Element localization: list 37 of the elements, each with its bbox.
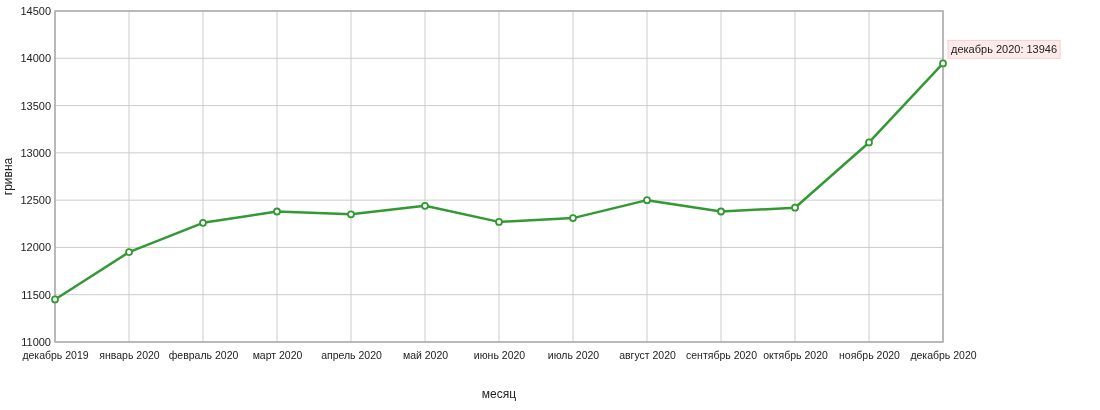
y-tick-label: 13000 [20, 146, 51, 159]
point [495, 218, 503, 226]
y-axis-title: гривна [1, 157, 15, 196]
x-tick-label: январь 2020 [99, 349, 160, 362]
point [643, 196, 651, 205]
point [51, 295, 59, 304]
x-tick-label: апрель 2020 [321, 349, 383, 362]
x-tick-label: март 2020 [252, 349, 303, 362]
x-tick-label: август 2020 [619, 349, 677, 362]
y-tick-label: 11000 [21, 336, 51, 349]
x-tick-label: февраль 2020 [168, 349, 239, 362]
point [865, 138, 873, 147]
point [273, 207, 281, 216]
point [791, 203, 799, 212]
x-tick-label: сентябрь 2020 [686, 349, 758, 362]
annotation: декабрь 2020: 13946 [951, 43, 1058, 56]
y-tick-label: 12500 [20, 194, 51, 207]
x-tick-label: декабрь 2020 [910, 349, 977, 362]
y-tick-label: 14500 [20, 5, 51, 18]
x-tick-label: октябрь 2020 [763, 349, 828, 362]
x-tick-label: май 2020 [402, 349, 449, 362]
point [569, 214, 577, 222]
point [347, 210, 355, 219]
point [939, 59, 947, 68]
x-tick-label: июнь 2020 [473, 349, 526, 362]
x-axis-title: месяц [481, 387, 517, 401]
point [421, 201, 429, 210]
x-tick-label: июль 2020 [547, 349, 600, 362]
point [125, 248, 133, 257]
y-tick-label: 12000 [20, 241, 51, 254]
y-tick-label: 11500 [21, 288, 51, 301]
point [717, 207, 725, 216]
y-tick-label: 13500 [20, 99, 51, 112]
point [199, 218, 207, 227]
x-tick-label: декабрь 2019 [22, 349, 89, 362]
x-tick-label: ноябрь 2020 [839, 349, 901, 362]
y-tick-label: 14000 [20, 52, 51, 65]
